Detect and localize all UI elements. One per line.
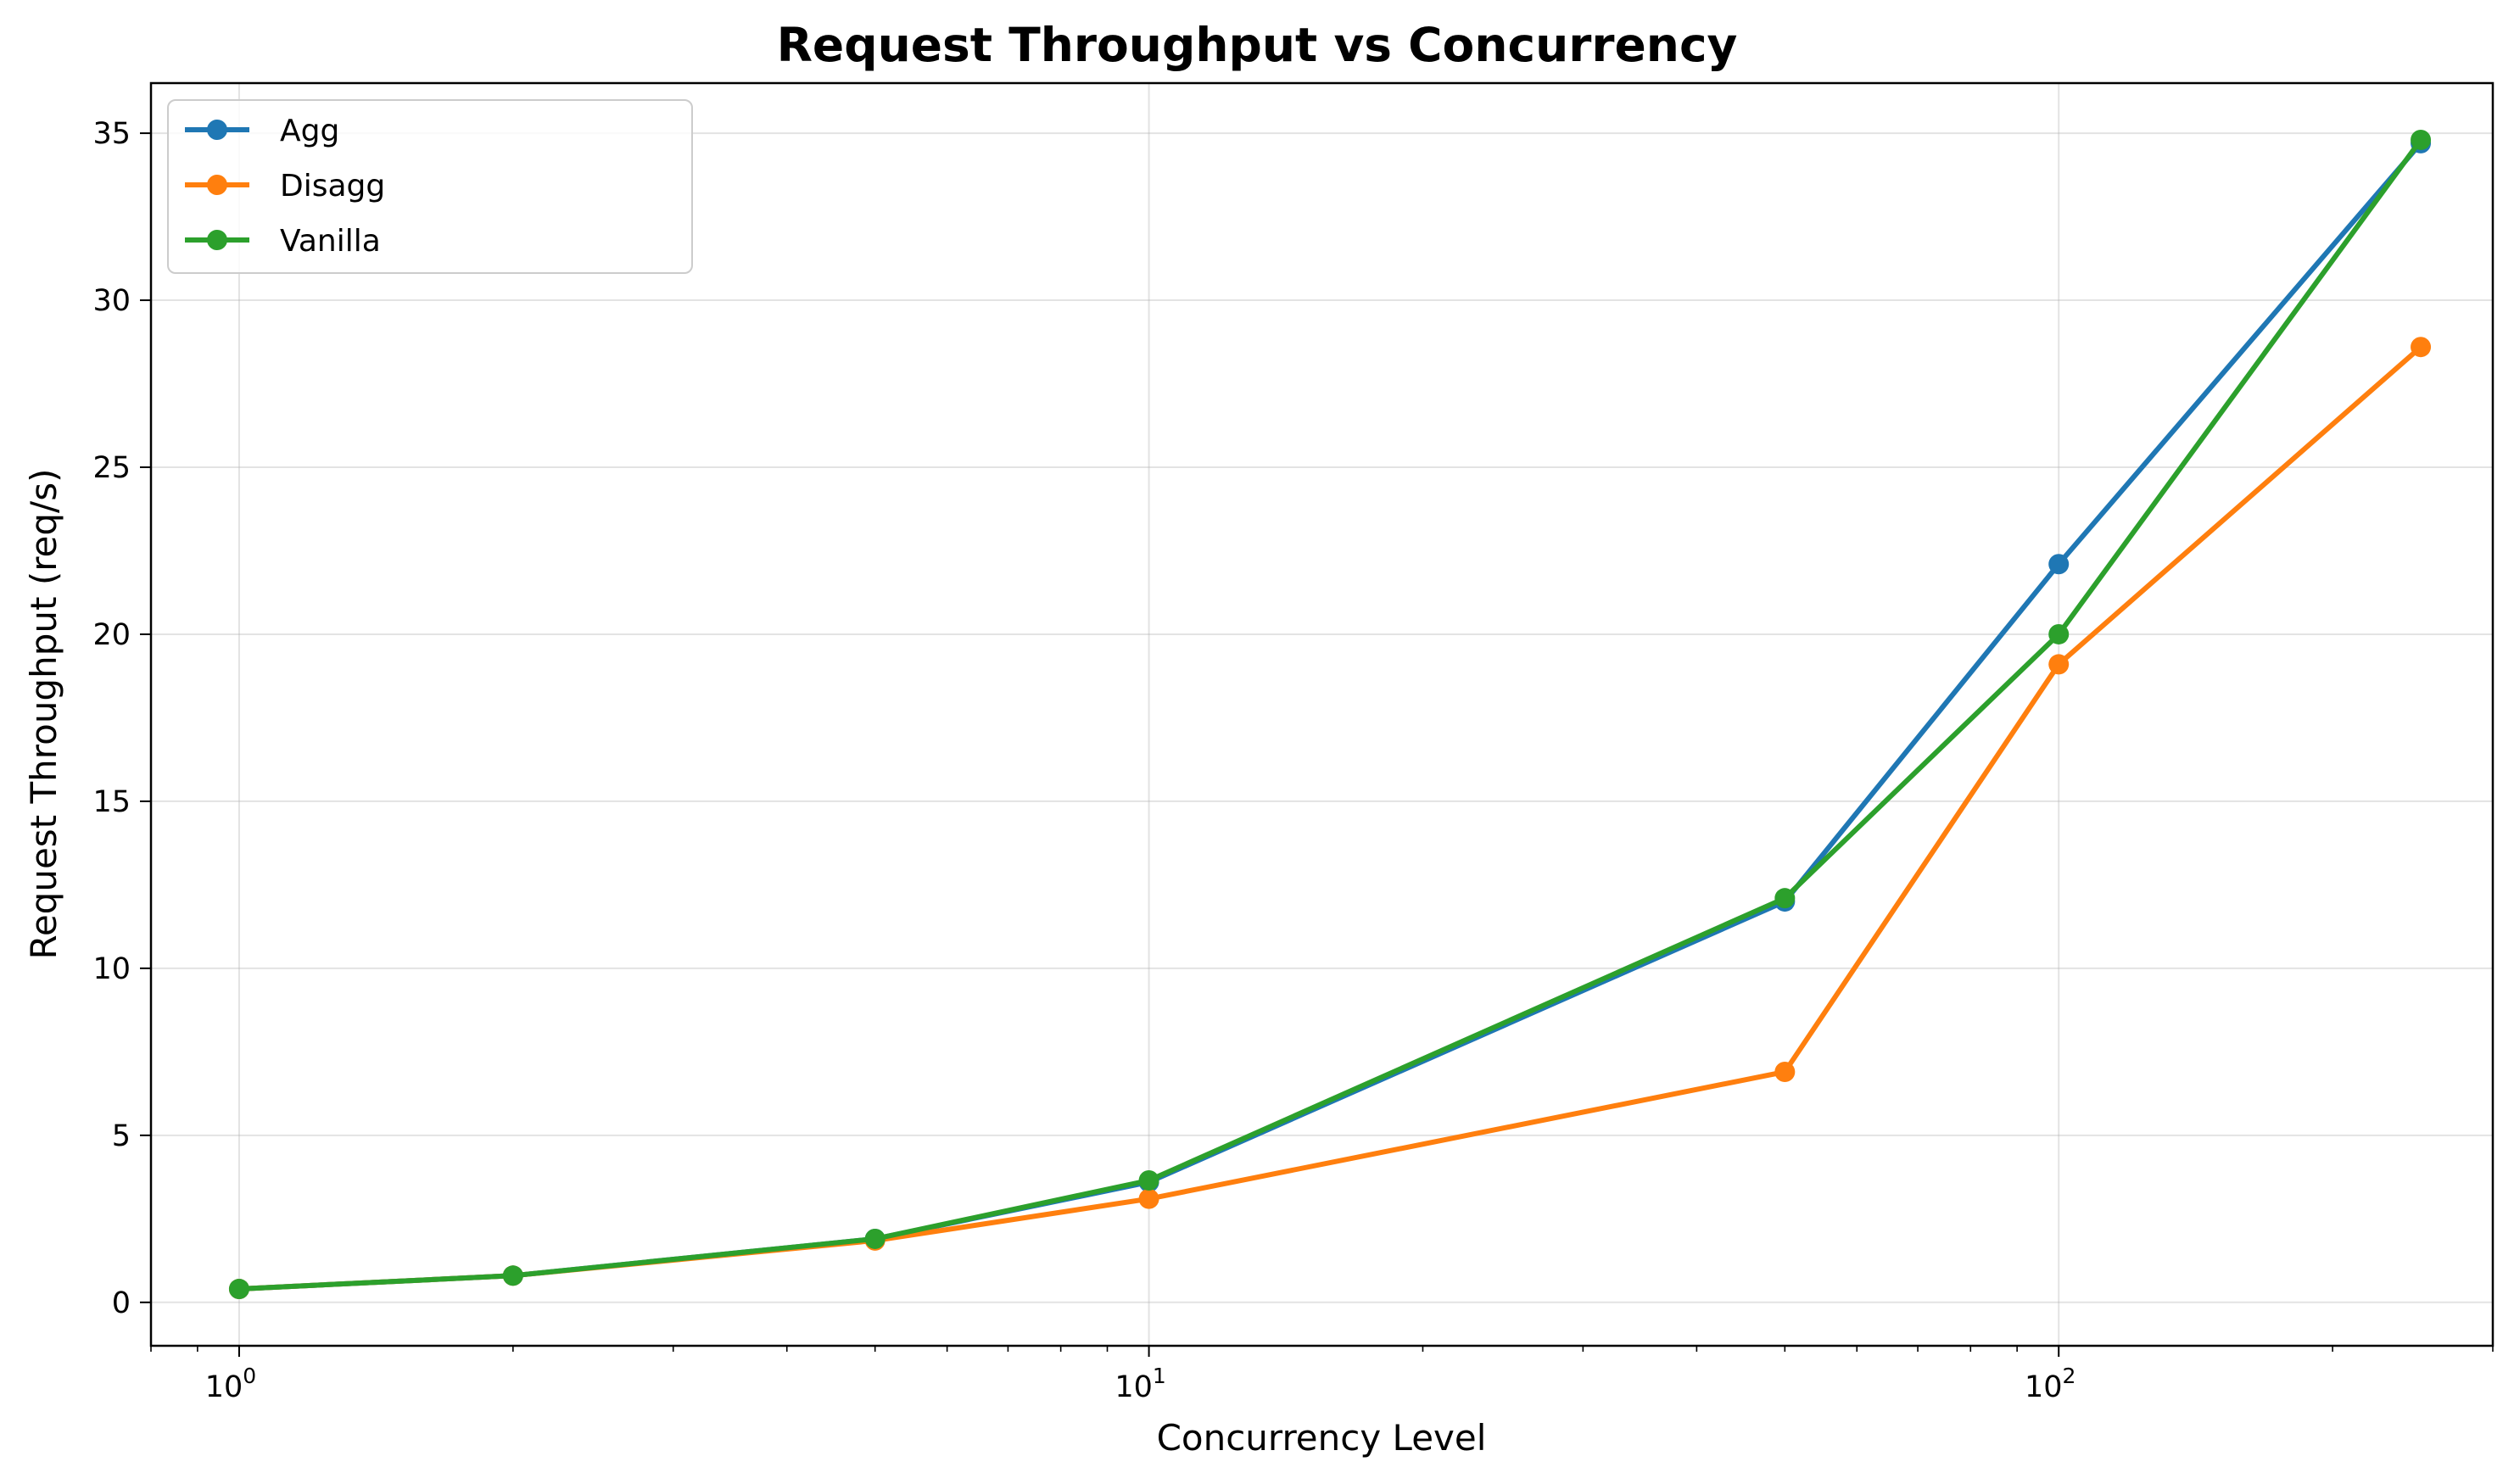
legend-swatch-marker: [207, 175, 227, 195]
x-axis-label: Concurrency Level: [1157, 1417, 1487, 1459]
data-point: [1774, 1061, 1796, 1082]
legend-item: Agg: [185, 114, 339, 148]
data-point: [1138, 1170, 1159, 1191]
legend-items: Agg Disagg Vanilla: [185, 114, 385, 259]
y-tick-label: 15: [92, 785, 131, 819]
legend-box: [167, 99, 693, 274]
legend-label: Disagg: [280, 169, 385, 204]
data-point: [2048, 623, 2070, 644]
y-tick-label: 5: [112, 1119, 131, 1153]
data-point: [864, 1228, 885, 1249]
legend: Agg Disagg Vanilla: [167, 99, 693, 274]
legend-label: Vanilla: [280, 224, 381, 259]
series-vanilla: [228, 129, 2432, 1300]
series-lines: [228, 129, 2432, 1300]
y-tick-label: 35: [92, 117, 131, 151]
legend-swatch-marker: [207, 230, 227, 250]
data-point: [2048, 554, 2070, 575]
chart-title: Request Throughput vs Concurrency: [777, 18, 1738, 72]
y-tick-label: 10: [92, 952, 131, 986]
data-point: [502, 1265, 523, 1286]
y-axis-label: Request Throughput (req/s): [23, 469, 64, 960]
data-point: [2411, 129, 2432, 150]
y-tick-label: 25: [92, 451, 131, 485]
y-tick-label: 30: [92, 284, 131, 318]
legend-item: Disagg: [185, 169, 385, 204]
data-point: [1138, 1188, 1159, 1209]
legend-item: Vanilla: [185, 224, 381, 259]
data-point: [228, 1279, 249, 1300]
y-tick-label: 0: [112, 1286, 131, 1320]
y-tick-label: 20: [92, 618, 131, 652]
data-point: [1774, 888, 1796, 909]
plot-frame: [149, 81, 2494, 1347]
data-point: [2048, 654, 2070, 675]
data-point: [2411, 337, 2432, 358]
y-axis-ticks: 0 5 10 15 20 25 30 35: [92, 117, 151, 1320]
legend-swatch-marker: [207, 120, 227, 140]
legend-label: Agg: [280, 114, 339, 148]
